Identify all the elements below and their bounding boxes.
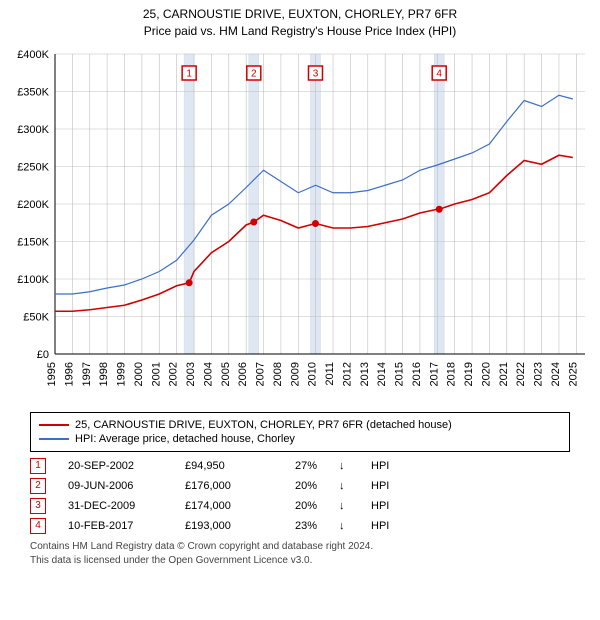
sale-row-marker: 4 [30, 518, 46, 534]
chart-title-block: 25, CARNOUSTIE DRIVE, EUXTON, CHORLEY, P… [0, 0, 600, 44]
sales-table: 1 20-SEP-2002 £94,950 27% ↓ HPI 2 09-JUN-2006 £1… [30, 458, 570, 534]
xtick-label: 2002 [168, 362, 180, 386]
price-chart-container: { "title": { "line1": "25, CARNOUSTIE DR… [0, 0, 600, 568]
legend-row: 25, CARNOUSTIE DRIVE, EUXTON, CHORLEY, P… [39, 419, 561, 431]
chart-title-subtitle: Price paid vs. HM Land Registry's House … [0, 23, 600, 40]
sale-row-hpi: HPI [371, 480, 401, 492]
xtick-label: 2019 [463, 362, 475, 386]
ytick-label: £0 [37, 349, 49, 361]
sale-dot [312, 220, 319, 227]
xtick-label: 2013 [359, 362, 371, 386]
xtick-label: 2018 [446, 362, 458, 386]
sale-row-pct: 23% [277, 520, 317, 532]
sale-row-date: 09-JUN-2006 [68, 480, 163, 492]
xtick-label: 2000 [133, 362, 145, 386]
sale-row-price: £174,000 [185, 500, 255, 512]
xtick-label: 1995 [46, 362, 58, 386]
down-arrow-icon: ↓ [339, 480, 349, 492]
sale-dot [250, 218, 257, 225]
ytick-label: £250K [17, 161, 49, 173]
sale-dot [186, 279, 193, 286]
xtick-label: 2016 [411, 362, 423, 386]
xtick-label: 2021 [498, 362, 510, 386]
xtick-label: 2011 [324, 362, 336, 386]
ytick-label: £400K [17, 49, 49, 61]
down-arrow-icon: ↓ [339, 520, 349, 532]
sale-row-date: 31-DEC-2009 [68, 500, 163, 512]
legend-swatch [39, 424, 69, 426]
sale-row-marker: 1 [30, 458, 46, 474]
legend-swatch [39, 438, 69, 440]
sale-marker-number: 4 [436, 68, 442, 79]
ytick-label: £300K [17, 124, 49, 136]
sale-row-pct: 27% [277, 460, 317, 472]
legend-label: HPI: Average price, detached house, Chor… [75, 433, 295, 445]
sale-row-pct: 20% [277, 500, 317, 512]
sale-row-date: 20-SEP-2002 [68, 460, 163, 472]
xtick-label: 2012 [341, 362, 353, 386]
sale-row-price: £193,000 [185, 520, 255, 532]
xtick-label: 1999 [116, 362, 128, 386]
footer-line1: Contains HM Land Registry data © Crown c… [30, 540, 570, 554]
sale-row-price: £176,000 [185, 480, 255, 492]
sale-row-date: 10-FEB-2017 [68, 520, 163, 532]
sale-row: 1 20-SEP-2002 £94,950 27% ↓ HPI [30, 458, 570, 474]
xtick-label: 1997 [81, 362, 93, 386]
xtick-label: 2007 [255, 362, 267, 386]
sale-row: 2 09-JUN-2006 £176,000 20% ↓ HPI [30, 478, 570, 494]
ytick-label: £350K [17, 86, 49, 98]
down-arrow-icon: ↓ [339, 500, 349, 512]
sale-row-pct: 20% [277, 480, 317, 492]
sale-marker-number: 2 [251, 68, 257, 79]
legend-label: 25, CARNOUSTIE DRIVE, EUXTON, CHORLEY, P… [75, 419, 452, 431]
sale-row-price: £94,950 [185, 460, 255, 472]
xtick-label: 2009 [289, 362, 301, 386]
footer-line2: This data is licensed under the Open Gov… [30, 554, 570, 568]
xtick-label: 1998 [98, 362, 110, 386]
xtick-label: 1996 [63, 362, 75, 386]
sale-row-marker: 3 [30, 498, 46, 514]
xtick-label: 2010 [307, 362, 319, 386]
sale-row-hpi: HPI [371, 460, 401, 472]
xtick-label: 2017 [428, 362, 440, 386]
ytick-label: £150K [17, 236, 49, 248]
sale-marker-number: 1 [186, 68, 192, 79]
xtick-label: 2005 [220, 362, 232, 386]
xtick-label: 2008 [272, 362, 284, 386]
xtick-label: 2022 [515, 362, 527, 386]
xtick-label: 2023 [533, 362, 545, 386]
xtick-label: 2014 [376, 362, 388, 386]
sale-row-hpi: HPI [371, 520, 401, 532]
ytick-label: £50K [23, 311, 49, 323]
ytick-label: £200K [17, 199, 49, 211]
xtick-label: 2003 [185, 362, 197, 386]
legend-row: HPI: Average price, detached house, Chor… [39, 433, 561, 445]
sale-row-hpi: HPI [371, 500, 401, 512]
sale-row: 4 10-FEB-2017 £193,000 23% ↓ HPI [30, 518, 570, 534]
chart-title-address: 25, CARNOUSTIE DRIVE, EUXTON, CHORLEY, P… [0, 6, 600, 23]
sale-marker-number: 3 [313, 68, 319, 79]
chart-area: £0 £50K £100K £150K £200K £250K £300K £350K £400… [0, 44, 600, 404]
sale-dot [436, 205, 443, 212]
xtick-label: 2006 [237, 362, 249, 386]
xtick-label: 2024 [550, 362, 562, 386]
xtick-label: 2001 [150, 362, 162, 386]
xtick-label: 2015 [394, 362, 406, 386]
down-arrow-icon: ↓ [339, 460, 349, 472]
footer-attribution: Contains HM Land Registry data © Crown c… [30, 540, 570, 568]
chart-svg: £0 £50K £100K £150K £200K £250K £300K £350K £400… [0, 44, 600, 404]
sale-row-marker: 2 [30, 478, 46, 494]
xtick-label: 2004 [202, 362, 214, 386]
sale-row: 3 31-DEC-2009 £174,000 20% ↓ HPI [30, 498, 570, 514]
xtick-label: 2025 [567, 362, 579, 386]
ytick-label: £100K [17, 274, 49, 286]
xtick-label: 2020 [480, 362, 492, 386]
legend: 25, CARNOUSTIE DRIVE, EUXTON, CHORLEY, P… [30, 412, 570, 452]
